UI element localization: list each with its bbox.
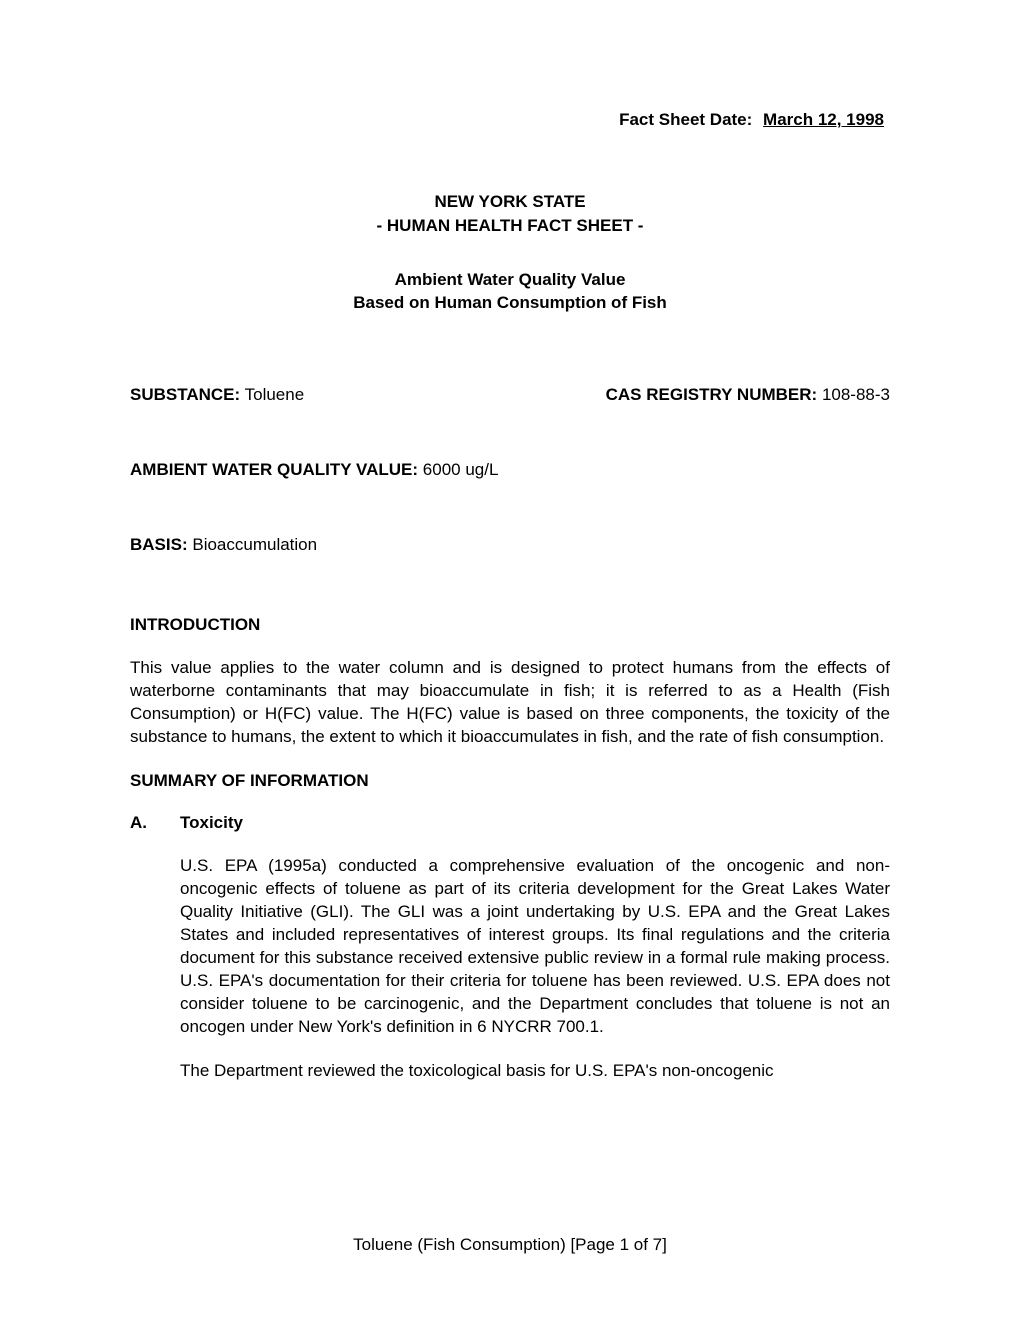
fact-sheet-date-line: Fact Sheet Date: March 12, 1998 [130,110,890,130]
toxicity-title: Toxicity [180,813,243,833]
cas-label: CAS REGISTRY NUMBER: [606,385,818,404]
substance-value: Toluene [245,385,305,404]
header-title: - HUMAN HEALTH FACT SHEET - [130,214,890,238]
substance-label: SUBSTANCE: [130,385,240,404]
cas-block: CAS REGISTRY NUMBER: 108-88-3 [606,385,890,405]
cas-value: 108-88-3 [822,385,890,404]
substance-block: SUBSTANCE: Toluene [130,385,304,405]
awqv-row: AMBIENT WATER QUALITY VALUE: 6000 ug/L [130,460,890,480]
subtitle-line1: Ambient Water Quality Value [130,268,890,292]
toxicity-letter: A. [130,813,180,833]
toxicity-subsection-header: A. Toxicity [130,813,890,833]
awqv-label: AMBIENT WATER QUALITY VALUE: [130,460,418,479]
document-header: NEW YORK STATE - HUMAN HEALTH FACT SHEET… [130,190,890,238]
date-value: March 12, 1998 [757,110,890,129]
basis-row: BASIS: Bioaccumulation [130,535,890,555]
summary-heading: SUMMARY OF INFORMATION [130,771,890,791]
introduction-heading: INTRODUCTION [130,615,890,635]
basis-value: Bioaccumulation [192,535,317,554]
toxicity-paragraph-1: U.S. EPA (1995a) conducted a comprehensi… [180,855,890,1039]
document-subtitle: Ambient Water Quality Value Based on Hum… [130,268,890,316]
date-label: Fact Sheet Date: [619,110,752,129]
basis-label: BASIS: [130,535,188,554]
page-footer: Toluene (Fish Consumption) [Page 1 of 7] [0,1235,1020,1255]
awqv-value: 6000 ug/L [423,460,499,479]
substance-cas-row: SUBSTANCE: Toluene CAS REGISTRY NUMBER: … [130,385,890,405]
subtitle-line2: Based on Human Consumption of Fish [130,291,890,315]
introduction-paragraph: This value applies to the water column a… [130,657,890,749]
toxicity-paragraph-2: The Department reviewed the toxicologica… [180,1060,890,1083]
header-state: NEW YORK STATE [130,190,890,214]
